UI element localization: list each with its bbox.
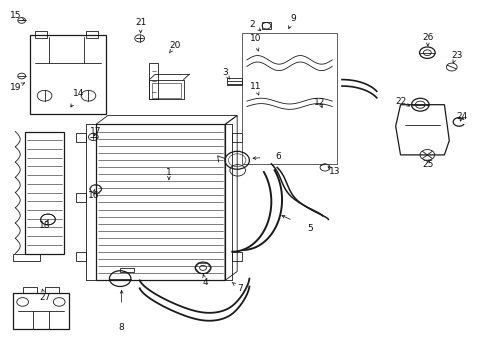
Text: 24: 24 [455, 112, 467, 121]
Text: 4: 4 [202, 278, 208, 287]
Bar [242, 33, 336, 164]
Bar [261, 22, 271, 30]
Text: 21: 21 [135, 18, 146, 27]
Text: 14: 14 [73, 89, 84, 98]
Text: 11: 11 [249, 82, 261, 91]
Text: 15: 15 [10, 11, 21, 20]
Bar [76, 193, 86, 202]
Text: 16: 16 [87, 190, 99, 199]
Bar [149, 80, 183, 99]
Text: 13: 13 [328, 167, 340, 176]
Bar [120, 268, 134, 272]
Text: 23: 23 [450, 51, 461, 60]
Text: 27: 27 [39, 293, 50, 302]
Bar [86, 31, 98, 39]
Text: 1: 1 [166, 168, 171, 177]
Text: 12: 12 [314, 98, 325, 107]
Bar [76, 252, 86, 261]
Bar [76, 134, 86, 142]
Bar [152, 83, 181, 98]
Bar [35, 31, 47, 39]
Text: 8: 8 [119, 323, 124, 332]
Text: 25: 25 [422, 160, 433, 169]
Text: 26: 26 [421, 33, 433, 42]
Bar [227, 78, 242, 85]
Bar [232, 252, 242, 261]
Text: 20: 20 [169, 41, 181, 50]
Bar [149, 63, 158, 99]
Text: 3: 3 [222, 68, 227, 77]
Text: 7: 7 [236, 284, 242, 293]
Bar [22, 287, 37, 293]
Bar [44, 287, 59, 293]
Text: 19: 19 [10, 83, 21, 92]
Text: 9: 9 [290, 14, 296, 23]
Text: 22: 22 [394, 96, 406, 105]
Text: 18: 18 [39, 221, 50, 230]
Text: 5: 5 [307, 224, 312, 233]
Bar [30, 35, 105, 114]
Text: 10: 10 [249, 34, 261, 43]
Text: 2: 2 [248, 19, 254, 28]
Text: 17: 17 [90, 127, 102, 136]
Text: 6: 6 [275, 152, 281, 161]
Bar [232, 134, 242, 142]
Bar [13, 293, 69, 329]
Bar [25, 132, 64, 253]
